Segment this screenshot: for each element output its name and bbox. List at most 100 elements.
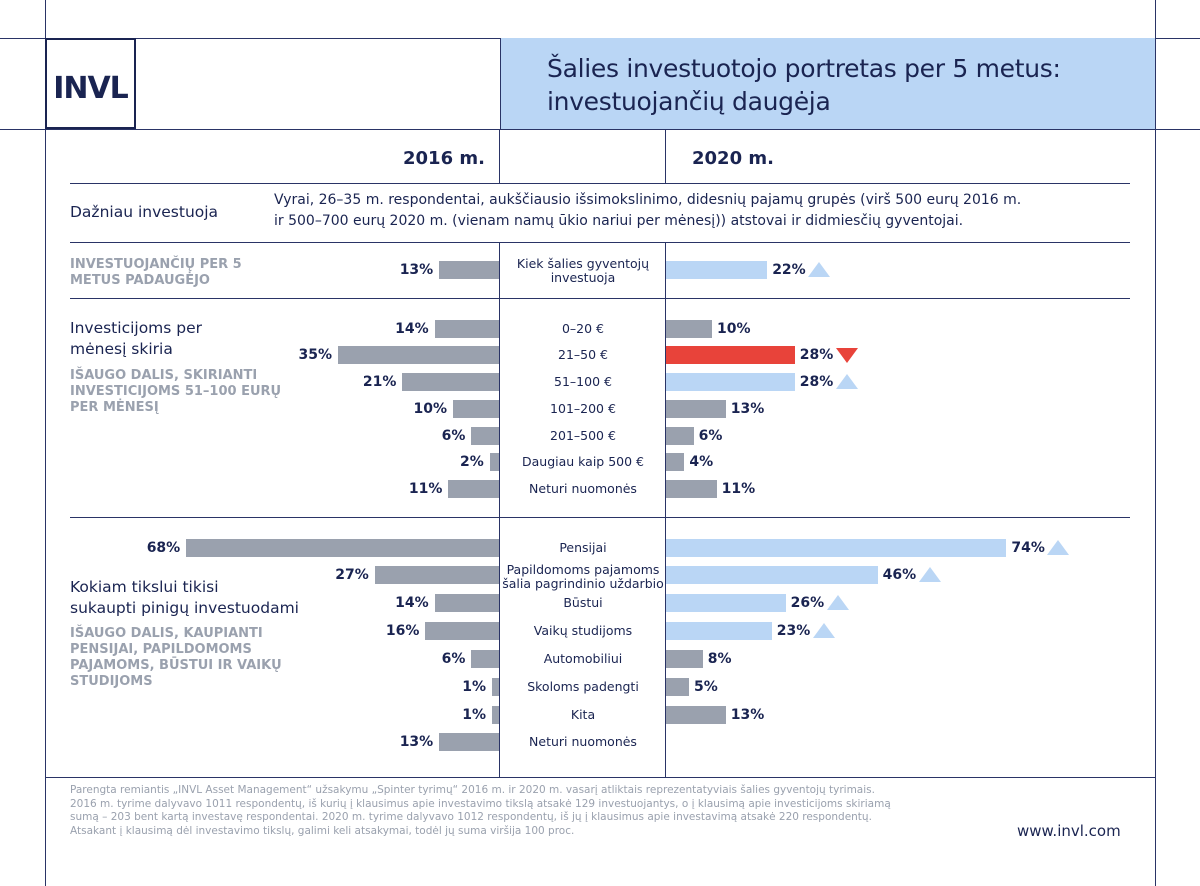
value-label-2016: 14% xyxy=(395,321,429,337)
trend-up-icon xyxy=(826,595,849,610)
section2-caption-line-2: INVESTICIJOMS 51–100 EURŲ xyxy=(70,384,282,399)
bar-2020 xyxy=(666,706,726,724)
center-left-line xyxy=(499,129,500,184)
trend-up-icon xyxy=(835,374,858,389)
value-label-2020: 23% xyxy=(776,623,811,639)
category-label: Skoloms padengti xyxy=(527,679,639,694)
value-label-2020: 26% xyxy=(790,595,825,611)
value-label-2016: 35% xyxy=(298,347,332,363)
invl-logo: INVL xyxy=(45,38,136,129)
section2-caption-line-3: PER MĖNESĮ xyxy=(70,400,159,415)
page-title-line-1: Šalies investuotojo portretas per 5 metu… xyxy=(547,54,1061,83)
profile-bottom-line xyxy=(70,242,1130,243)
value-label-2016: 10% xyxy=(413,401,447,417)
section3-caption-line-4: STUDIJOMS xyxy=(70,674,153,689)
profile-text-line-2: ir 500–700 eurų 2020 m. (vienam namų ūki… xyxy=(274,213,964,229)
value-label-2020: 8% xyxy=(707,651,732,667)
bar-2016 xyxy=(448,480,499,498)
bar-2016 xyxy=(439,733,499,751)
bar-2016 xyxy=(439,261,499,279)
value-label-2016: 14% xyxy=(395,595,429,611)
bar-2020 xyxy=(666,678,689,696)
bar-2020 xyxy=(666,453,685,471)
bar-2020 xyxy=(666,650,703,668)
value-label-2016: 6% xyxy=(441,651,466,667)
value-label-2020: 28% xyxy=(799,374,834,390)
category-label: 0–20 € xyxy=(561,321,605,336)
bar-2016 xyxy=(471,650,499,668)
footnote-line-1: Parengta remiantis „INVL Asset Managemen… xyxy=(70,784,875,796)
section3-caption-line-1: IŠAUGO DALIS, KAUPIANTI xyxy=(70,626,263,641)
bar-2020 xyxy=(666,427,694,445)
section2-bottom-line xyxy=(70,517,1130,518)
trend-up-icon xyxy=(1047,540,1070,555)
value-label-2016: 1% xyxy=(462,679,486,695)
bar-2016 xyxy=(492,678,499,696)
bar-2016 xyxy=(425,622,499,640)
category-label: 21–50 € xyxy=(558,347,608,362)
center-right-line xyxy=(665,129,666,184)
value-label-2020: 13% xyxy=(730,707,765,723)
category-label: 51–100 € xyxy=(554,374,612,389)
value-label-2016: 13% xyxy=(399,262,434,278)
value-label-2020: 11% xyxy=(721,481,756,497)
footnote-line-4: Atsakant į klausimą dėl investavimo tiks… xyxy=(70,824,575,837)
footnote-line-2: 2016 m. tyrime dalyvavo 1011 respondentų… xyxy=(70,797,891,810)
section3-caption-line-2: PENSIJAI, PAPILDOMOMS xyxy=(70,642,252,657)
trend-up-icon xyxy=(808,262,831,277)
center-left-line-2 xyxy=(499,242,500,777)
category-label: Daugiau kaip 500 € xyxy=(521,454,644,469)
profile-text-line-1: Vyrai, 26–35 m. respondentai, aukščiausi… xyxy=(274,192,1022,208)
value-label-2016: 11% xyxy=(408,481,443,497)
bar-2020 xyxy=(666,480,717,498)
value-label-2016: 68% xyxy=(146,540,181,556)
footer-top-line xyxy=(45,777,1155,778)
trend-up-icon xyxy=(918,567,941,582)
bar-2020 xyxy=(666,320,712,338)
category-label: Vaikų studijoms xyxy=(533,623,633,638)
bar-2016 xyxy=(434,594,499,612)
value-label-2020: 22% xyxy=(772,262,806,278)
category-label: Automobiliui xyxy=(543,651,623,666)
profile-label: Dažniau investuoja xyxy=(70,203,219,221)
bar-2020 xyxy=(666,400,726,418)
category-label: šalia pagrindinio uždarbio xyxy=(502,576,664,591)
category-label: Kita xyxy=(570,707,596,722)
website-link[interactable]: www.invl.com xyxy=(1017,822,1121,840)
bar-2016 xyxy=(186,539,499,557)
bar-2020 xyxy=(666,261,768,279)
year-right: 2020 m. xyxy=(692,148,774,169)
bar-2016 xyxy=(434,320,499,338)
section2-caption-line-1: IŠAUGO DALIS, SKIRIANTI xyxy=(70,368,258,383)
years-bottom-line xyxy=(70,183,1130,184)
section1-caption-line-2: METUS PADAUGĖJO xyxy=(70,273,210,288)
footnote: Parengta remiantis „INVL Asset Managemen… xyxy=(70,784,891,838)
value-label-2016: 6% xyxy=(441,428,466,444)
category-label: Būstui xyxy=(563,595,603,610)
trend-down-icon xyxy=(835,348,858,363)
value-label-2020: 74% xyxy=(1011,540,1045,556)
value-label-2016: 1% xyxy=(462,707,486,723)
page-title-line-2: investuojančių daugėja xyxy=(547,87,831,116)
value-label-2020: 5% xyxy=(694,679,718,695)
value-label-2020: 28% xyxy=(799,347,834,363)
trend-up-icon xyxy=(812,623,835,638)
category-label: Pensijai xyxy=(559,540,607,555)
category-label: Papildomoms pajamoms xyxy=(506,562,660,577)
bar-2020 xyxy=(666,622,772,640)
category-label: investuoja xyxy=(550,270,616,285)
title-box: Šalies investuotojo portretas per 5 metu… xyxy=(500,38,1155,130)
bar-2016 xyxy=(489,453,499,471)
bar-2016 xyxy=(374,566,499,584)
bar-2016 xyxy=(471,427,499,445)
section1-bottom-line xyxy=(70,298,1130,299)
category-label: 101–200 € xyxy=(550,401,616,416)
category-label: Neturi nuomonės xyxy=(529,734,637,749)
value-label-2016: 2% xyxy=(460,454,484,470)
category-label: Kiek šalies gyventojų xyxy=(516,256,650,271)
value-label-2020: 6% xyxy=(698,428,723,444)
bar-2020 xyxy=(666,346,795,364)
value-label-2020: 10% xyxy=(717,321,751,337)
bar-2020 xyxy=(666,539,1007,557)
section2-label-line-1: Investicijoms per xyxy=(70,319,203,337)
